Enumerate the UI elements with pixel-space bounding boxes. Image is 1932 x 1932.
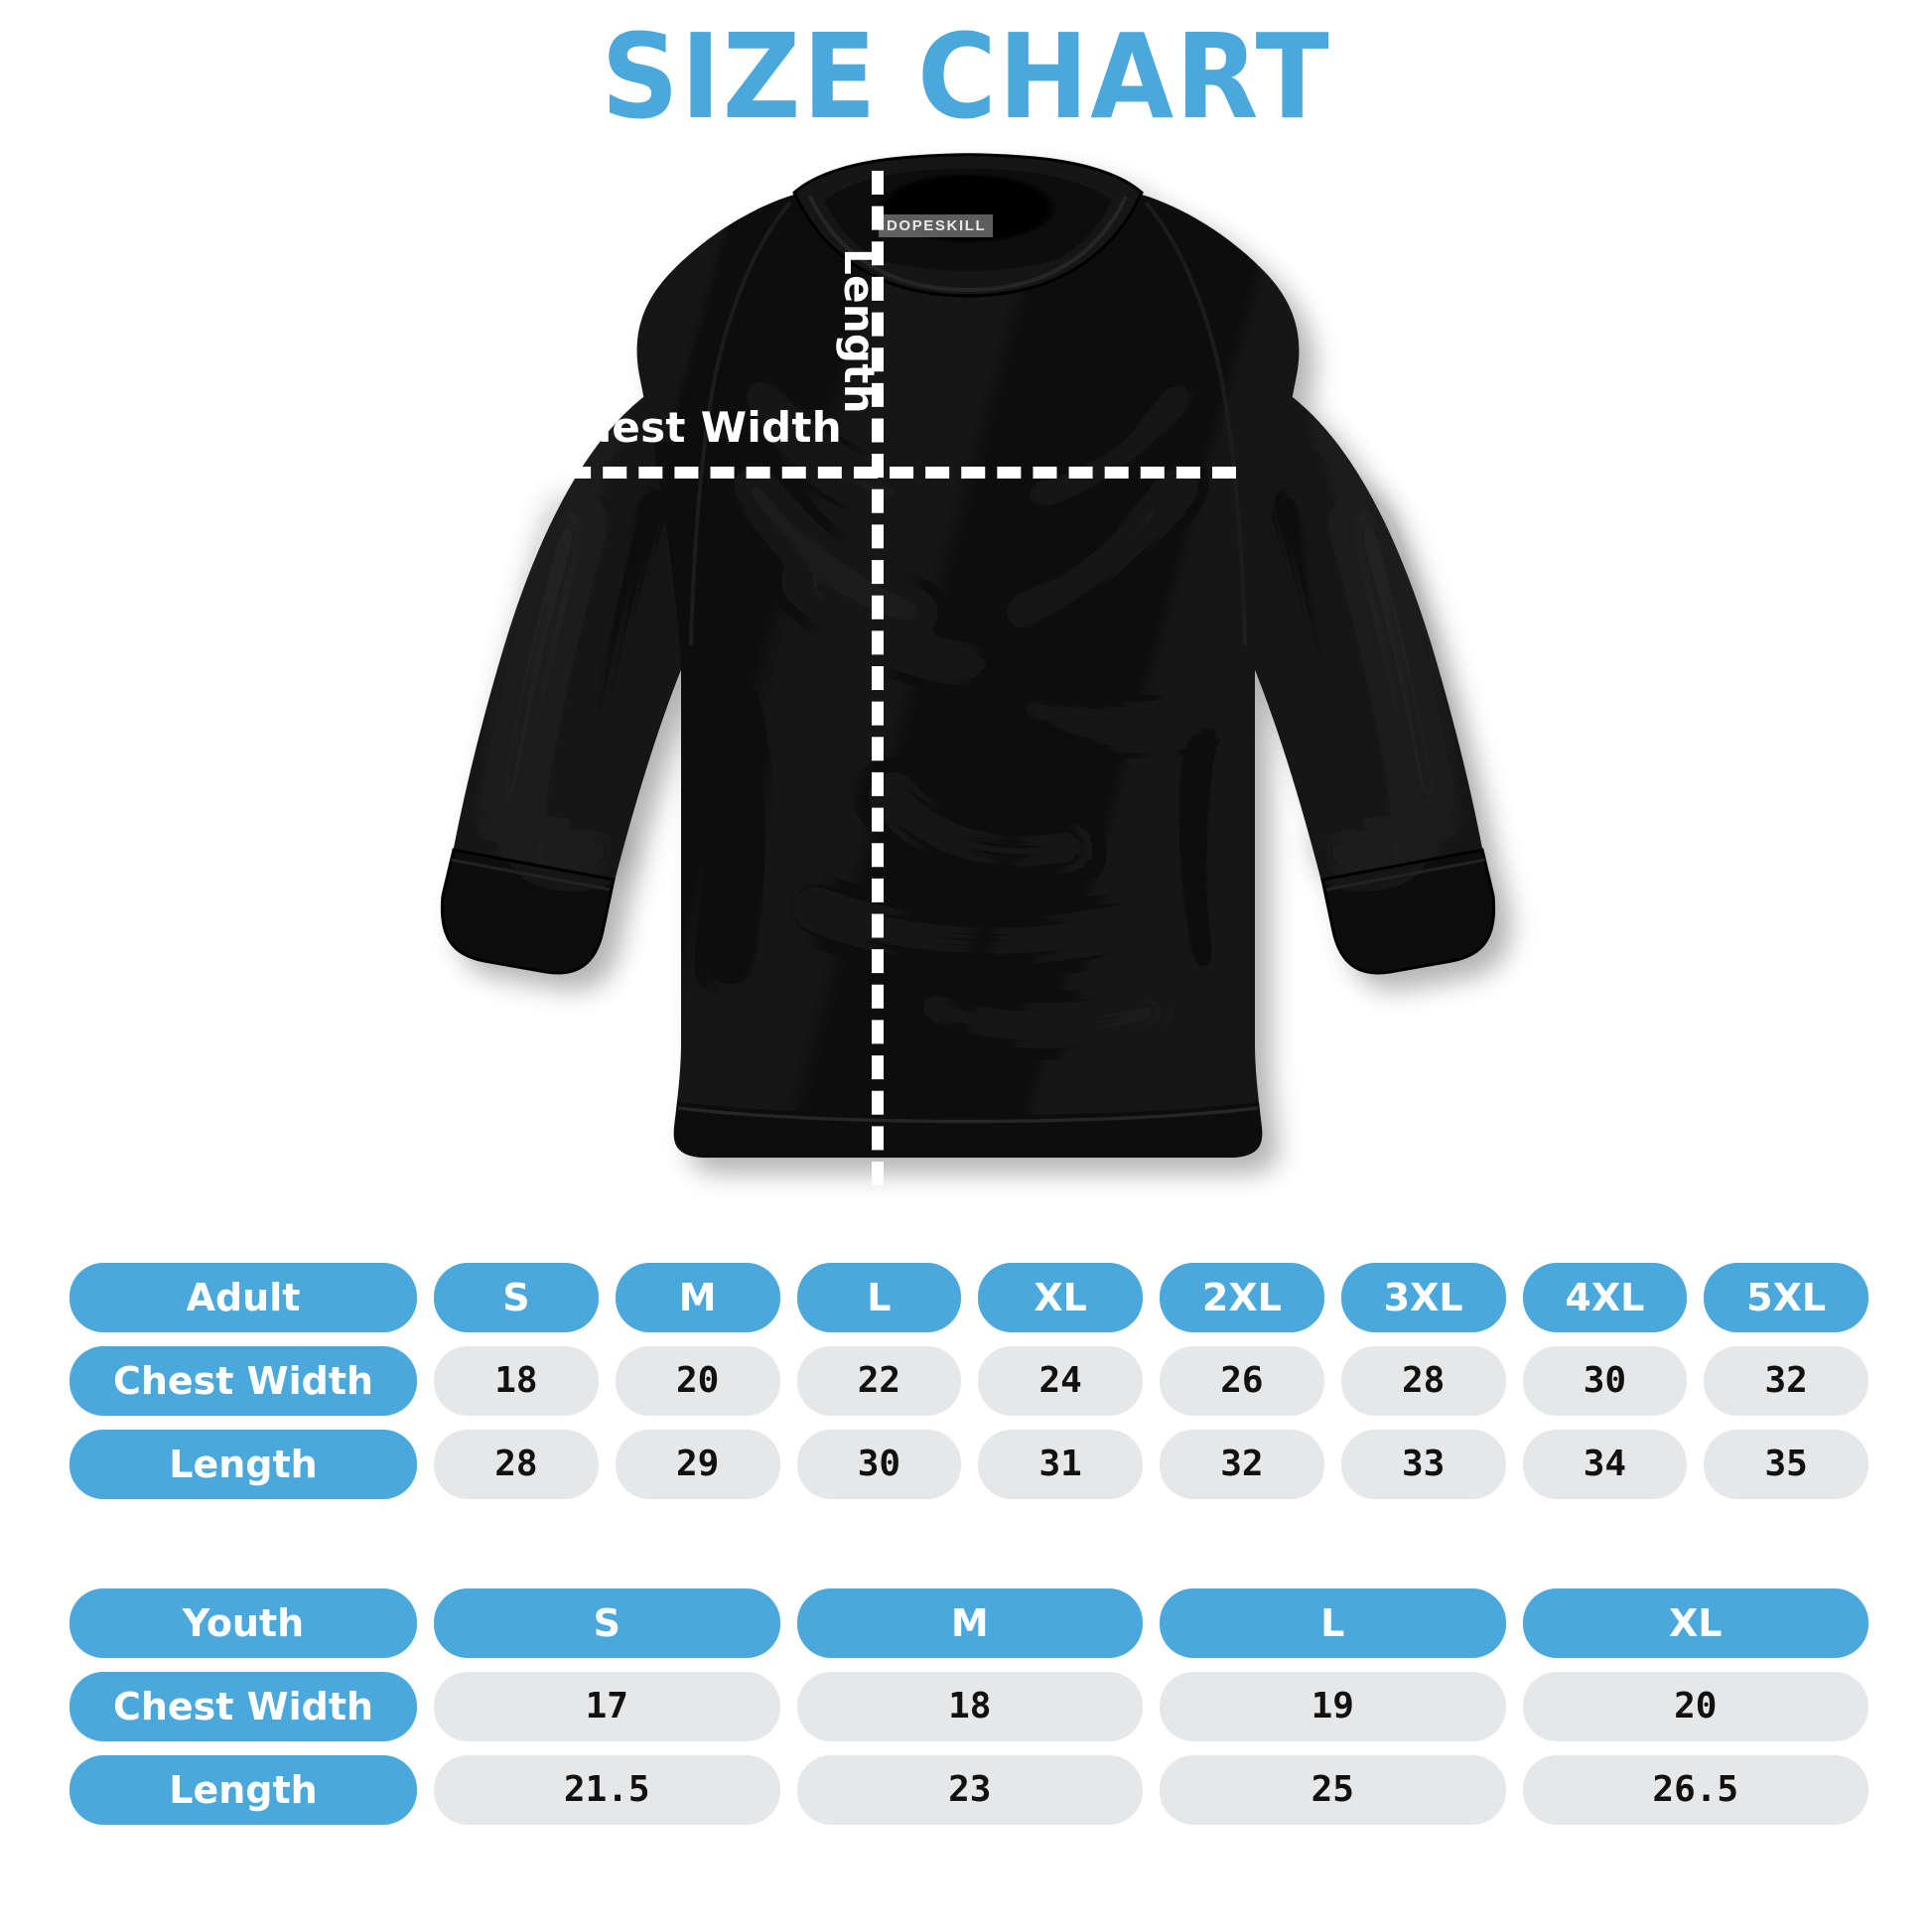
- garment-illustration: DOPESKILL Chest Width Length: [328, 149, 1608, 1221]
- adult-chest-width-m: 20: [615, 1346, 780, 1416]
- fabric-wrinkles: [710, 470, 1223, 1037]
- youth-length-label: Length: [69, 1755, 417, 1825]
- sleeve-wrinkles: [487, 472, 1449, 868]
- adult-size-header-4xl: 4XL: [1522, 1263, 1688, 1332]
- youth-chest-width-m: 18: [796, 1672, 1143, 1741]
- youth-length-m: 23: [796, 1755, 1143, 1825]
- brand-neck-label: DOPESKILL: [879, 214, 994, 237]
- adult-length-s: 28: [434, 1430, 599, 1499]
- adult-size-table: Adult S M L XL 2XL 3XL 4XL 5XL Chest Wid…: [69, 1263, 1868, 1499]
- right-shoulder-seam: [1144, 201, 1247, 646]
- adult-size-header-s: S: [434, 1263, 599, 1332]
- adult-size-header-m: M: [615, 1263, 780, 1332]
- adult-length-xl: 31: [978, 1430, 1143, 1499]
- adult-chest-width-label: Chest Width: [69, 1346, 417, 1416]
- adult-size-header-5xl: 5XL: [1704, 1263, 1868, 1332]
- left-shoulder-seam: [689, 201, 792, 646]
- length-annotation: Length: [835, 248, 884, 414]
- adult-chest-width-xl: 24: [978, 1346, 1143, 1416]
- adult-length-m: 29: [615, 1430, 780, 1499]
- left-cuff-seam: [450, 858, 611, 892]
- youth-chest-width-s: 17: [434, 1672, 780, 1741]
- collar-stitch: [808, 196, 1128, 293]
- youth-size-header-s: S: [434, 1588, 780, 1658]
- adult-size-header-xl: XL: [978, 1263, 1143, 1332]
- right-cuff-seam: [1325, 858, 1486, 892]
- adult-chest-width-l: 22: [796, 1346, 962, 1416]
- youth-chest-width-label: Chest Width: [69, 1672, 417, 1741]
- chest-width-annotation: Chest Width: [551, 403, 842, 452]
- adult-length-4xl: 34: [1522, 1430, 1688, 1499]
- adult-chest-width-row: Chest Width 18 20 22 24 26 28 30 32: [69, 1346, 1868, 1416]
- adult-header-row: Adult S M L XL 2XL 3XL 4XL 5XL: [69, 1263, 1868, 1332]
- adult-size-header-l: L: [796, 1263, 962, 1332]
- youth-length-row: Length 21.5 23 25 26.5: [69, 1755, 1868, 1825]
- adult-length-row: Length 28 29 30 31 32 33 34 35: [69, 1430, 1868, 1499]
- length-guide-line: [872, 171, 884, 1185]
- youth-chest-width-xl: 20: [1522, 1672, 1868, 1741]
- adult-size-header-2xl: 2XL: [1160, 1263, 1324, 1332]
- adult-length-5xl: 35: [1704, 1430, 1868, 1499]
- adult-chest-width-s: 18: [434, 1346, 599, 1416]
- adult-group-label: Adult: [69, 1263, 417, 1332]
- youth-length-s: 21.5: [434, 1755, 780, 1825]
- youth-chest-width-row: Chest Width 17 18 19 20: [69, 1672, 1868, 1741]
- long-sleeve-shirt-svg: [440, 153, 1496, 1158]
- page-title: SIZE CHART: [601, 8, 1331, 145]
- adult-chest-width-4xl: 30: [1522, 1346, 1688, 1416]
- youth-size-header-l: L: [1160, 1588, 1506, 1658]
- adult-length-label: Length: [69, 1430, 417, 1499]
- adult-length-2xl: 32: [1160, 1430, 1324, 1499]
- left-cuff: [440, 848, 616, 975]
- youth-chest-width-l: 19: [1160, 1672, 1506, 1741]
- bottom-hem: [673, 1102, 1263, 1158]
- shirt-body-group: [440, 153, 1496, 1158]
- youth-size-header-m: M: [796, 1588, 1143, 1658]
- adult-size-header-3xl: 3XL: [1340, 1263, 1506, 1332]
- youth-length-l: 25: [1160, 1755, 1506, 1825]
- youth-group-label: Youth: [69, 1588, 417, 1658]
- adult-chest-width-2xl: 26: [1160, 1346, 1324, 1416]
- chest-width-guide-line: [531, 467, 1236, 479]
- youth-header-row: Youth S M L XL: [69, 1588, 1868, 1658]
- adult-length-3xl: 33: [1340, 1430, 1506, 1499]
- right-cuff: [1320, 848, 1496, 975]
- youth-size-header-xl: XL: [1522, 1588, 1868, 1658]
- adult-length-l: 30: [796, 1430, 962, 1499]
- adult-chest-width-5xl: 32: [1704, 1346, 1868, 1416]
- adult-chest-width-3xl: 28: [1340, 1346, 1506, 1416]
- hem-stitch: [677, 1106, 1259, 1124]
- youth-length-xl: 26.5: [1522, 1755, 1868, 1825]
- youth-size-table: Youth S M L XL Chest Width 17 18 19 20 L…: [69, 1588, 1868, 1825]
